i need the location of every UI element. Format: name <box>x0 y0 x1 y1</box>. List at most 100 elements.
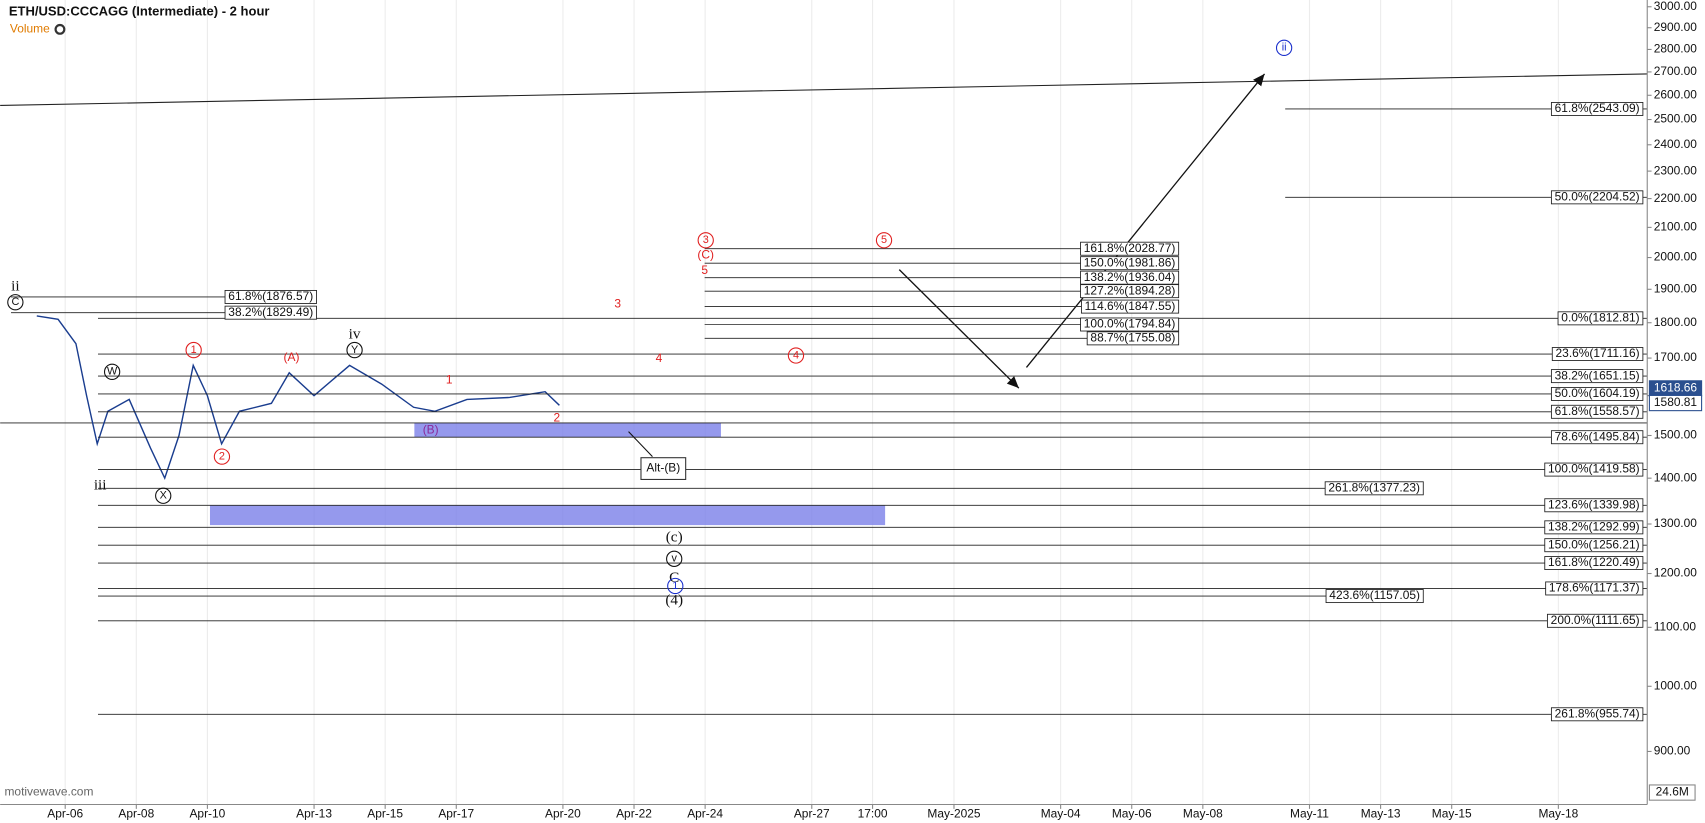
wave-circle <box>697 232 714 249</box>
fib-label-box <box>1550 190 1644 205</box>
fib-label-box <box>1550 707 1644 722</box>
x-tick-label: Apr-22 <box>616 806 652 820</box>
y-tick-label: 2000.00 <box>1654 250 1698 264</box>
wave-circle <box>7 294 24 311</box>
price-marker-box <box>1648 394 1703 412</box>
wave-label: ii <box>11 278 19 295</box>
fib-label: 178.6%(1171.37) <box>1549 581 1640 595</box>
x-tick-label: May-11 <box>1290 806 1329 820</box>
fib-label-box <box>1551 347 1644 361</box>
wave-label: X <box>160 490 168 502</box>
y-tick-label: 2200.00 <box>1654 191 1698 205</box>
x-tick-label: May-15 <box>1432 806 1472 820</box>
fib-label-box <box>1550 404 1644 419</box>
watermark: motivewave.com <box>4 785 93 799</box>
y-tick-label: 1000.00 <box>1654 678 1698 692</box>
fib-label: 261.8%(1377.23) <box>1328 480 1420 494</box>
x-tick-label: Apr-06 <box>47 806 83 820</box>
y-tick-label: 1300.00 <box>1654 516 1698 530</box>
fib-label: 61.8%(2543.09) <box>1555 101 1640 115</box>
fib-label: 123.6%(1339.98) <box>1548 497 1640 511</box>
volume-scale-label: 24.6M <box>1656 785 1689 799</box>
fib-label-box <box>1086 331 1180 346</box>
x-tick-label: May-13 <box>1361 806 1401 820</box>
fib-label-box <box>1325 589 1424 604</box>
wave-label: v <box>671 553 677 565</box>
fib-label-box <box>1546 613 1644 628</box>
fib-label-box <box>1080 299 1180 314</box>
y-tick-label: 2300.00 <box>1654 163 1698 177</box>
wave-label: W <box>107 366 118 378</box>
wave-label: 5 <box>701 263 708 277</box>
target-zone <box>414 422 721 438</box>
fib-label-box <box>1557 311 1644 326</box>
y-tick-label: 2500.00 <box>1654 112 1698 126</box>
fib-label: 78.6%(1495.84) <box>1555 429 1640 443</box>
fib-label: 50.0%(2204.52) <box>1555 189 1640 203</box>
fib-label-box <box>1544 462 1644 477</box>
price-marker-label: 1618.66 <box>1654 381 1698 395</box>
price-line <box>36 315 560 481</box>
volume-scale-box <box>1648 784 1696 801</box>
fib-label: 114.6%(1847.55) <box>1085 299 1176 313</box>
settings-icon[interactable] <box>54 23 66 35</box>
wave-label: 4 <box>656 351 663 365</box>
y-tick-label: 1200.00 <box>1654 566 1698 580</box>
wave-label: (c) <box>666 529 683 546</box>
x-tick-label: Apr-15 <box>367 806 403 820</box>
y-tick-label: 2600.00 <box>1654 87 1698 101</box>
callout-line <box>628 431 653 457</box>
y-tick-label: 3000.00 <box>1654 0 1698 13</box>
target-zone <box>209 505 886 526</box>
fib-label: 38.2%(1829.49) <box>228 305 313 319</box>
y-tick-label: 2400.00 <box>1654 137 1698 151</box>
wave-circle <box>185 341 202 359</box>
wave-label: 1 <box>191 344 197 356</box>
wave-label: (B) <box>423 423 439 437</box>
fib-label: 100.0%(1419.58) <box>1548 462 1640 476</box>
x-tick-label: Apr-27 <box>794 806 830 820</box>
fib-label: 61.8%(1876.57) <box>228 289 313 303</box>
wave-label: iv <box>349 325 361 342</box>
x-tick-label: Apr-13 <box>296 806 332 820</box>
x-tick-label: May-06 <box>1112 806 1152 820</box>
fib-label-box <box>1550 430 1644 445</box>
fib-label: 88.7%(1755.08) <box>1090 331 1175 345</box>
wave-circle <box>667 577 684 595</box>
fib-label-box <box>1544 498 1644 513</box>
wave-circle <box>666 550 683 567</box>
wave-circle <box>787 347 805 364</box>
x-tick-label: May-18 <box>1538 806 1578 820</box>
x-tick-label: Apr-20 <box>545 806 581 820</box>
fib-label: 261.8%(955.74) <box>1555 706 1640 720</box>
wave-label: 4 <box>793 349 799 361</box>
fib-label-box <box>1544 556 1644 570</box>
wave-label: 1 <box>446 373 453 387</box>
fib-label: 23.6%(1711.16) <box>1556 346 1640 360</box>
wave-label: iii <box>94 476 107 493</box>
y-tick-label: 1800.00 <box>1654 315 1698 329</box>
fib-label: 138.2%(1292.99) <box>1548 520 1640 534</box>
wave-label: Alt-(B) <box>646 461 680 475</box>
callout-box <box>640 457 687 480</box>
wave-circle <box>155 487 172 504</box>
fib-label-box <box>1544 538 1644 553</box>
y-tick-label: 1700.00 <box>1654 350 1698 364</box>
y-tick-label: 2100.00 <box>1654 220 1698 234</box>
wave-label: 3 <box>614 297 621 311</box>
fib-label: 150.0%(1981.86) <box>1084 255 1176 269</box>
fib-label-box <box>1544 520 1644 535</box>
x-tick-label: Apr-08 <box>118 806 154 820</box>
price-marker-label: 1580.81 <box>1654 395 1698 409</box>
x-tick-label: May-08 <box>1183 806 1223 820</box>
fib-label: 61.8%(1558.57) <box>1555 404 1640 418</box>
arrow <box>898 269 1020 389</box>
fib-label: 161.8%(2028.77) <box>1084 241 1176 255</box>
wave-circle <box>213 448 231 465</box>
wave-label: 1 <box>672 580 678 592</box>
volume-label: Volume <box>10 22 50 36</box>
fib-label: 138.2%(1936.04) <box>1084 270 1176 284</box>
fib-label-box <box>1080 256 1180 271</box>
